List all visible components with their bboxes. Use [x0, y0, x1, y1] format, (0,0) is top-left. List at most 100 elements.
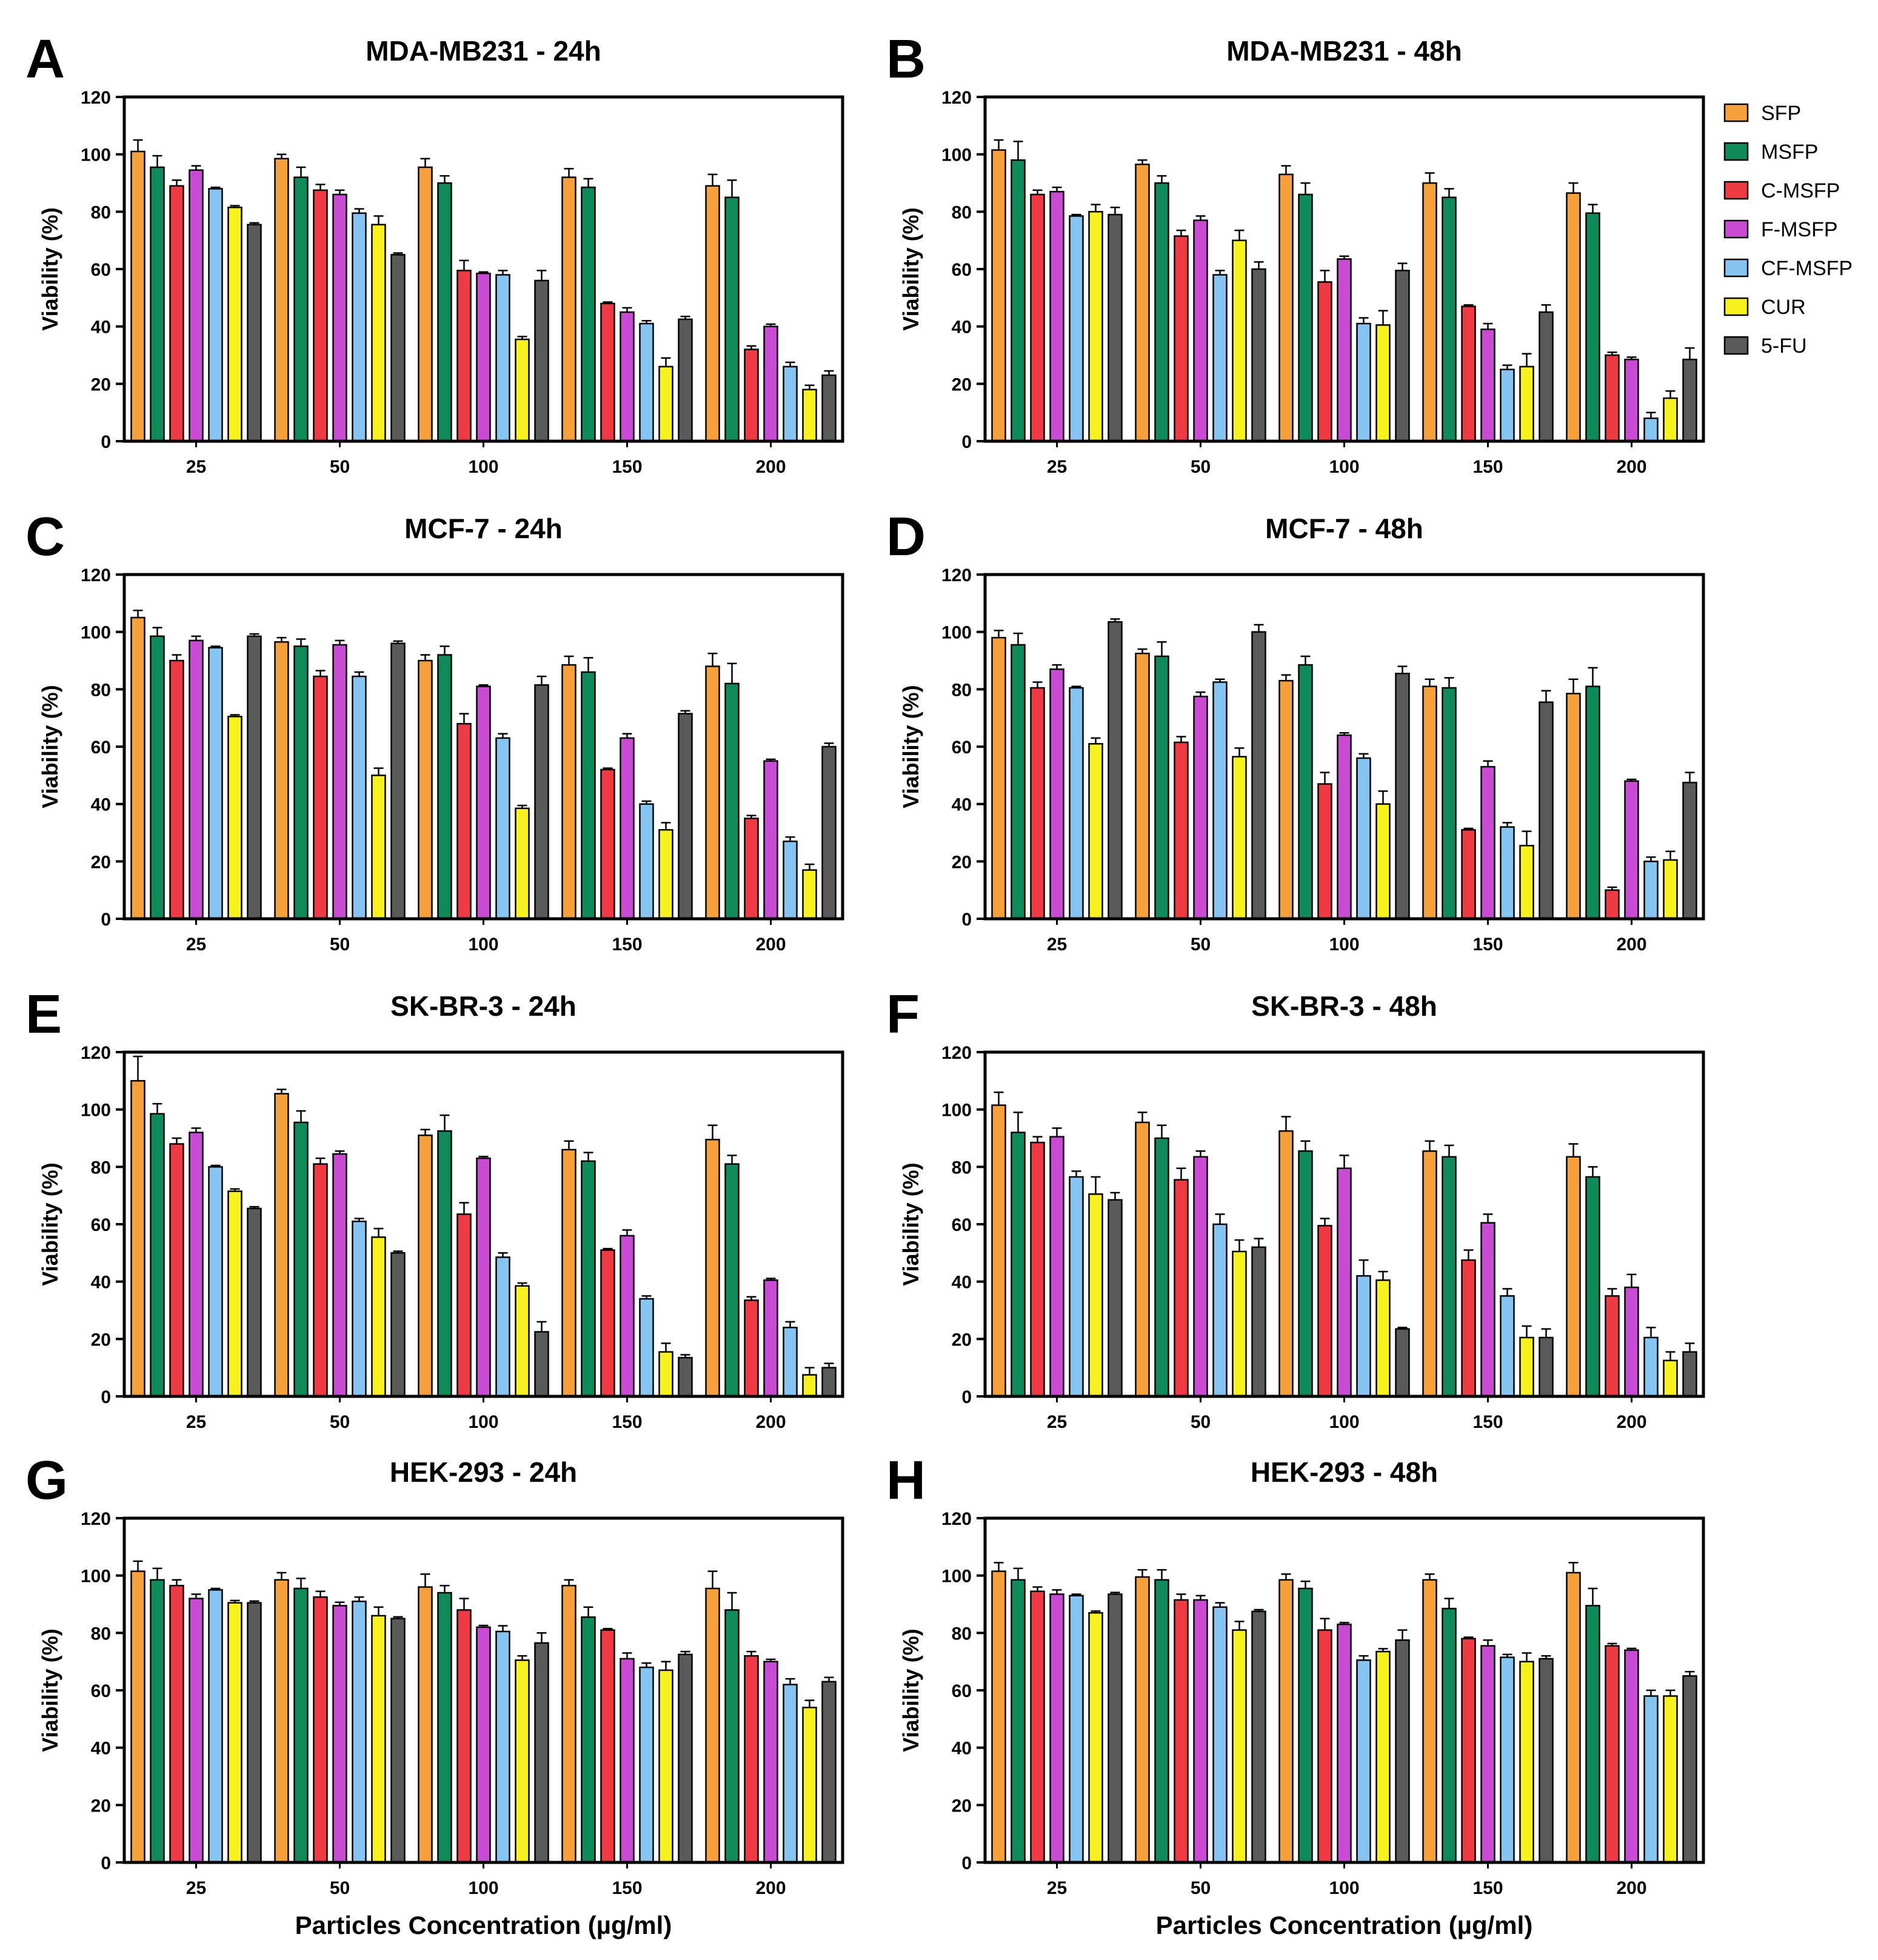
bar-CF-MSFP-50: [352, 212, 367, 442]
bar-CUR-200: [1663, 1359, 1678, 1398]
y-tick-label: 60: [91, 260, 111, 280]
x-tick-label: 50: [1191, 457, 1211, 477]
bar-SFP-25: [991, 1104, 1006, 1398]
bar-CUR-50: [1232, 756, 1247, 920]
bar-5-FU-100: [534, 1331, 549, 1398]
bar-MSFP-50: [293, 176, 309, 442]
bar-F-MSFP-50: [1193, 695, 1208, 920]
bar-SFP-200: [705, 1587, 720, 1864]
bar-SFP-50: [274, 641, 289, 920]
bar-5-FU-150: [1539, 1336, 1554, 1398]
bar-F-MSFP-25: [1049, 1593, 1064, 1864]
panel-letter-F: F: [886, 984, 920, 1045]
y-axis-title: Viability (%): [898, 1162, 923, 1285]
y-tick-label: 40: [91, 1739, 111, 1759]
bar-SFP-100: [418, 166, 433, 442]
bar-CUR-100: [1375, 324, 1391, 442]
bar-F-MSFP-25: [1049, 668, 1064, 920]
bar-5-FU-50: [1251, 1246, 1266, 1398]
y-tick-label: 60: [952, 260, 972, 280]
bar-F-MSFP-25: [189, 639, 204, 920]
y-tick-label: 0: [101, 1387, 111, 1407]
bar-MSFP-100: [437, 1130, 452, 1398]
plot-frame: [122, 1050, 844, 1398]
bar-MSFP-150: [581, 186, 596, 442]
bar-F-MSFP-50: [1193, 1599, 1208, 1864]
y-tick-label: 80: [952, 202, 972, 222]
bar-CUR-150: [658, 1351, 673, 1398]
bar-CF-MSFP-200: [1643, 1336, 1659, 1398]
panel-letter-C: C: [25, 507, 65, 567]
bar-CUR-150: [1519, 845, 1534, 920]
bar-CF-MSFP-150: [1500, 1656, 1515, 1864]
bar-CUR-25: [1088, 743, 1103, 920]
bar-F-MSFP-50: [332, 193, 347, 442]
chart-title: MCF-7 - 24h: [404, 513, 563, 544]
bar-F-MSFP-25: [189, 1598, 204, 1864]
bar-F-MSFP-150: [620, 1235, 635, 1398]
bar-CF-MSFP-25: [208, 1589, 223, 1864]
bar-SFP-50: [274, 1093, 289, 1398]
bar-CUR-25: [1088, 211, 1103, 442]
bar-F-MSFP-50: [332, 644, 347, 920]
bar-5-FU-200: [821, 1681, 837, 1864]
x-tick-label: 50: [1191, 935, 1211, 955]
bar-F-MSFP-100: [1337, 258, 1352, 442]
legend: SFP MSFP C-MSFP F-MSFP CF-MSFP CUR 5-FU: [1723, 102, 1853, 358]
bar-F-MSFP-50: [1193, 1156, 1208, 1398]
bar-CF-MSFP-50: [352, 1601, 367, 1864]
y-tick-label: 20: [91, 1796, 111, 1816]
bar-SFP-100: [418, 1135, 433, 1398]
bar-CUR-50: [371, 1615, 386, 1864]
bar-CF-MSFP-25: [208, 647, 223, 920]
x-tick-label: 150: [1472, 1412, 1503, 1432]
bar-CF-MSFP-200: [783, 1684, 798, 1864]
y-tick-label: 20: [952, 1330, 972, 1350]
bar-CUR-50: [371, 775, 386, 920]
y-tick-label: 120: [81, 565, 111, 585]
bar-MSFP-25: [1011, 1579, 1026, 1864]
bar-CUR-100: [1375, 1650, 1391, 1864]
bar-CF-MSFP-200: [1643, 861, 1659, 920]
y-tick-label: 120: [81, 1509, 111, 1529]
bar-C-MSFP-100: [456, 1213, 472, 1398]
bar-5-FU-150: [678, 318, 693, 442]
bar-CF-MSFP-100: [495, 1630, 510, 1864]
bar-SFP-25: [991, 636, 1006, 920]
bar-CUR-25: [1088, 1612, 1103, 1864]
bar-CUR-150: [658, 1669, 673, 1864]
legend-swatch-5-FU: [1723, 336, 1749, 355]
bar-C-MSFP-25: [1030, 1590, 1045, 1864]
bar-MSFP-150: [1442, 1156, 1457, 1398]
bar-MSFP-50: [1154, 182, 1169, 442]
bar-C-MSFP-100: [1317, 1225, 1332, 1398]
plot-frame: [983, 1516, 1705, 1864]
y-tick-label: 80: [91, 1158, 111, 1178]
bar-5-FU-150: [1539, 1658, 1554, 1864]
bar-C-MSFP-150: [600, 302, 615, 442]
bar-CUR-100: [515, 807, 530, 920]
bar-F-MSFP-50: [332, 1605, 347, 1864]
x-tick-label: 50: [330, 457, 350, 477]
chart-C: C MCF-7 - 24h 0 20 40 60 80 100 120 Viability (%)…: [25, 507, 844, 955]
chart-title: MDA-MB231 - 24h: [366, 35, 601, 67]
bar-5-FU-200: [1682, 781, 1697, 920]
y-tick-label: 80: [91, 202, 111, 222]
y-tick-label: 80: [91, 680, 111, 700]
bar-SFP-150: [1422, 182, 1437, 442]
y-tick-label: 40: [952, 1739, 972, 1759]
bar-C-MSFP-25: [169, 1584, 184, 1864]
bar-CUR-200: [802, 388, 817, 442]
bar-5-FU-50: [1251, 1610, 1266, 1864]
chart-E: E SK-BR-3 - 24h 0 20 40 60 80 100 120 Viability (…: [25, 984, 844, 1432]
bar-C-MSFP-200: [744, 818, 759, 920]
bar-F-MSFP-150: [620, 311, 635, 442]
bar-C-MSFP-25: [1030, 1141, 1045, 1398]
bar-SFP-50: [274, 1579, 289, 1864]
bar-F-MSFP-200: [1624, 358, 1639, 442]
bar-5-FU-50: [390, 642, 406, 920]
y-tick-label: 20: [952, 852, 972, 872]
y-tick-label: 0: [101, 910, 111, 930]
bar-SFP-150: [1422, 685, 1437, 920]
